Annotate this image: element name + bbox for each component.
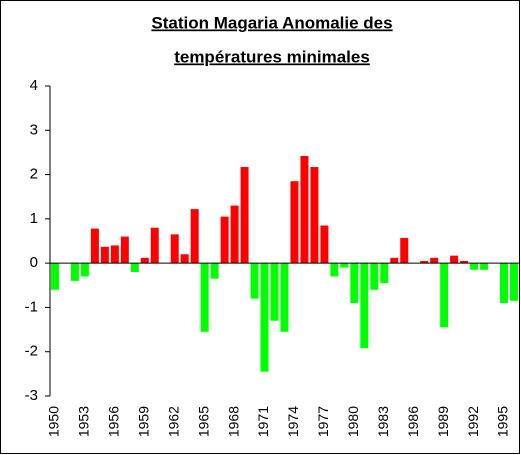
bar bbox=[480, 263, 489, 270]
bar bbox=[70, 263, 79, 281]
bar bbox=[310, 167, 319, 264]
y-tick-label: 1 bbox=[30, 210, 38, 227]
bar bbox=[460, 260, 469, 264]
bar bbox=[140, 257, 149, 264]
x-tick-label: 1986 bbox=[405, 406, 421, 437]
chart-title: Station Magaria Anomalie des bbox=[151, 13, 392, 32]
y-tick-label: 3 bbox=[30, 121, 38, 138]
bar bbox=[320, 225, 329, 264]
y-tick-label: 0 bbox=[30, 254, 38, 271]
bar bbox=[500, 263, 509, 303]
x-tick-label: 1974 bbox=[285, 406, 301, 437]
x-tick-label: 1962 bbox=[165, 406, 181, 437]
bar bbox=[240, 167, 249, 264]
bar bbox=[400, 237, 409, 264]
bar bbox=[340, 263, 349, 268]
bar bbox=[80, 263, 89, 277]
bar bbox=[430, 257, 439, 264]
bar bbox=[450, 255, 459, 264]
bar bbox=[250, 263, 259, 299]
x-tick-label: 1968 bbox=[225, 406, 241, 437]
x-tick-label: 1950 bbox=[46, 406, 62, 437]
bar bbox=[350, 263, 359, 303]
x-tick-label: 1965 bbox=[195, 406, 211, 437]
bar bbox=[420, 260, 429, 264]
x-tick-label: 1953 bbox=[76, 406, 92, 437]
bar bbox=[200, 263, 209, 332]
x-tick-label: 1983 bbox=[375, 406, 391, 437]
x-tick-label: 1992 bbox=[465, 406, 481, 437]
x-tick-label: 1989 bbox=[435, 406, 451, 437]
bar bbox=[210, 263, 219, 279]
bar bbox=[470, 263, 479, 270]
bar bbox=[260, 263, 269, 372]
bar bbox=[50, 263, 59, 290]
x-tick-label: 1959 bbox=[136, 406, 152, 437]
bar bbox=[180, 254, 189, 264]
bar bbox=[110, 245, 119, 264]
bar bbox=[380, 263, 389, 284]
x-tick-label: 1977 bbox=[315, 406, 331, 437]
x-tick-label: 1971 bbox=[255, 406, 271, 437]
bar bbox=[270, 263, 279, 321]
x-tick-label: 1956 bbox=[106, 406, 122, 437]
y-tick-label: -3 bbox=[25, 387, 38, 404]
y-tick-label: -1 bbox=[25, 298, 38, 315]
y-tick-label: 4 bbox=[30, 77, 38, 94]
bar bbox=[90, 228, 99, 264]
bar bbox=[370, 263, 379, 290]
bar bbox=[190, 209, 199, 264]
bar bbox=[150, 227, 159, 264]
y-tick-label: -2 bbox=[25, 343, 38, 360]
bar bbox=[510, 263, 519, 301]
bar bbox=[220, 216, 229, 264]
bar bbox=[170, 234, 179, 264]
y-tick-label: 2 bbox=[30, 166, 38, 183]
chart-title: températures minimales bbox=[174, 47, 370, 66]
bar bbox=[360, 263, 369, 349]
x-tick-label: 1995 bbox=[495, 406, 511, 437]
bar bbox=[290, 181, 299, 264]
bar bbox=[120, 236, 129, 264]
bar bbox=[390, 257, 399, 264]
x-tick-label: 1980 bbox=[345, 406, 361, 437]
bar bbox=[280, 263, 289, 332]
bar bbox=[440, 263, 449, 328]
bar bbox=[230, 205, 239, 264]
bar bbox=[330, 263, 339, 277]
bar bbox=[100, 246, 109, 264]
bar bbox=[300, 155, 309, 264]
bar bbox=[130, 263, 139, 272]
